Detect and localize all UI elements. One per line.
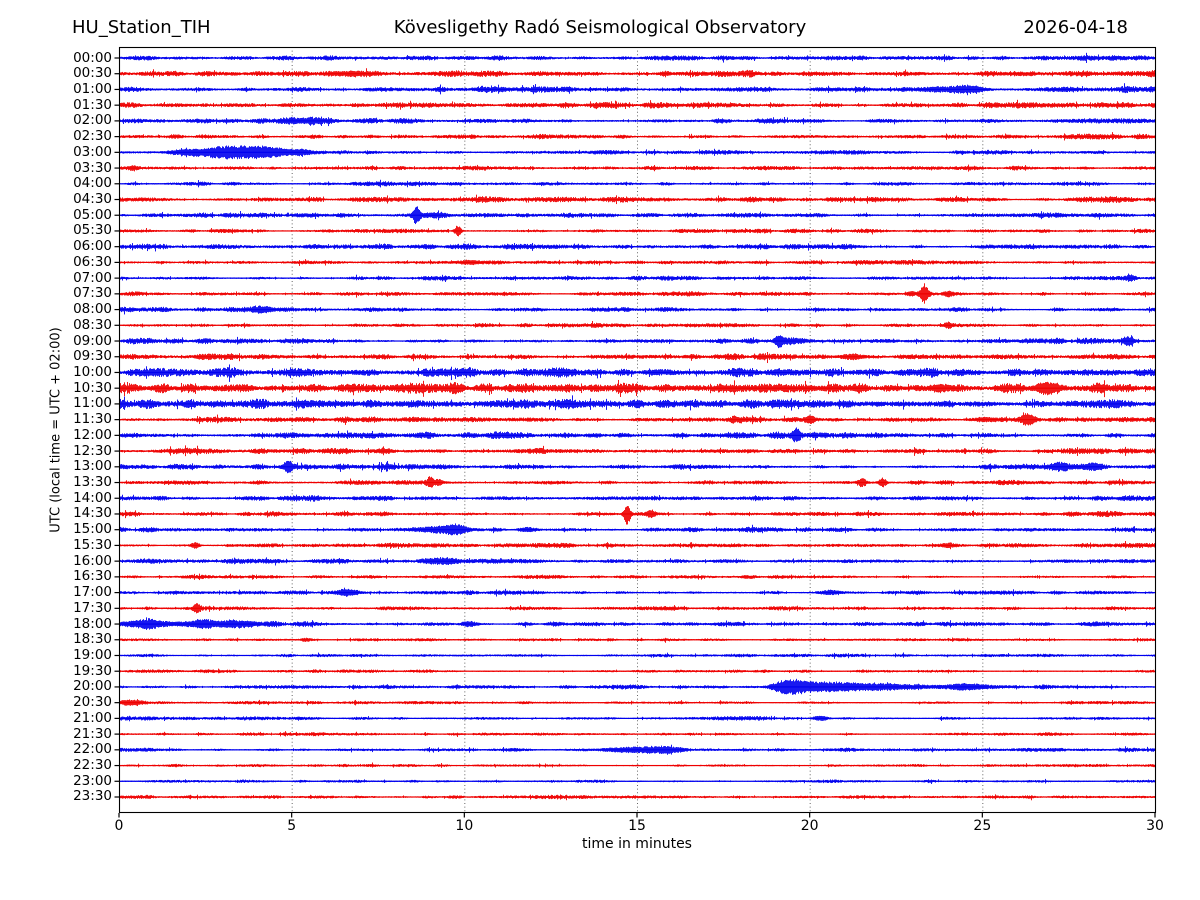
y-tick-label: 09:30 (73, 348, 112, 365)
y-tick-label: 19:30 (73, 662, 112, 679)
y-tick-label: 03:30 (73, 159, 112, 176)
date-title: 2026-04-18 (1023, 17, 1128, 38)
y-tick-label: 12:00 (73, 426, 112, 443)
y-tick-label: 17:30 (73, 599, 112, 616)
y-tick-label: 20:30 (73, 694, 112, 711)
y-tick-label: 18:30 (73, 631, 112, 648)
y-tick-label: 14:30 (73, 505, 112, 522)
y-tick-label: 05:00 (73, 206, 112, 223)
y-tick-label: 15:30 (73, 536, 112, 553)
y-tick-label: 13:00 (73, 458, 112, 475)
y-tick-label: 06:00 (73, 238, 112, 255)
y-tick-label: 22:00 (73, 741, 112, 758)
y-tick-label: 01:00 (73, 80, 112, 97)
y-tick-label: 10:00 (73, 363, 112, 380)
y-tick-label: 18:00 (73, 615, 112, 632)
y-tick-label: 22:30 (73, 757, 112, 774)
x-tick-label: 30 (1146, 818, 1164, 834)
x-axis-title: time in minutes (582, 836, 692, 852)
y-tick-label: 03:00 (73, 143, 112, 160)
x-tick-label: 10 (455, 818, 474, 834)
y-tick-label: 13:30 (73, 474, 112, 491)
y-tick-label: 21:00 (73, 709, 112, 726)
y-tick-label: 16:30 (73, 568, 112, 585)
y-tick-label: 09:00 (73, 332, 112, 349)
y-tick-label: 07:30 (73, 285, 112, 302)
y-tick-label: 02:00 (73, 112, 112, 129)
y-tick-label: 00:00 (73, 49, 112, 66)
y-tick-label: 04:00 (73, 175, 112, 192)
y-tick-label: 21:30 (73, 725, 112, 742)
y-tick-label: 08:00 (73, 301, 112, 318)
y-tick-label: 08:30 (73, 316, 112, 333)
observatory-title: Kövesligethy Radó Seismological Observat… (393, 17, 807, 38)
y-tick-label: 23:30 (73, 788, 112, 805)
y-tick-label: 14:00 (73, 489, 112, 506)
y-tick-label: 07:00 (73, 269, 112, 286)
y-tick-label: 11:00 (73, 395, 112, 412)
y-tick-label: 02:30 (73, 128, 112, 145)
y-tick-label: 12:30 (73, 442, 112, 459)
y-tick-label: 23:00 (73, 772, 112, 789)
y-tick-label: 19:00 (73, 646, 112, 663)
x-tick-label: 15 (628, 818, 646, 834)
y-tick-label: 04:30 (73, 191, 112, 207)
x-tick-label: 5 (287, 818, 297, 834)
y-tick-label: 06:30 (73, 253, 112, 270)
x-tick-label: 20 (800, 818, 819, 834)
y-tick-label: 20:00 (73, 678, 112, 695)
x-tick-label: 0 (114, 818, 124, 834)
y-tick-label: 15:00 (73, 521, 112, 538)
y-tick-label: 00:30 (73, 65, 112, 82)
y-tick-label: 05:30 (73, 222, 112, 239)
y-tick-label: 10:30 (73, 379, 112, 396)
station-title: HU_Station_TIH (72, 17, 211, 38)
y-tick-label: 16:00 (73, 552, 112, 569)
y-tick-label: 17:00 (73, 584, 112, 601)
y-tick-label: 01:30 (73, 96, 112, 113)
x-tick-label: 25 (973, 818, 992, 834)
y-tick-label: 11:30 (73, 411, 112, 428)
